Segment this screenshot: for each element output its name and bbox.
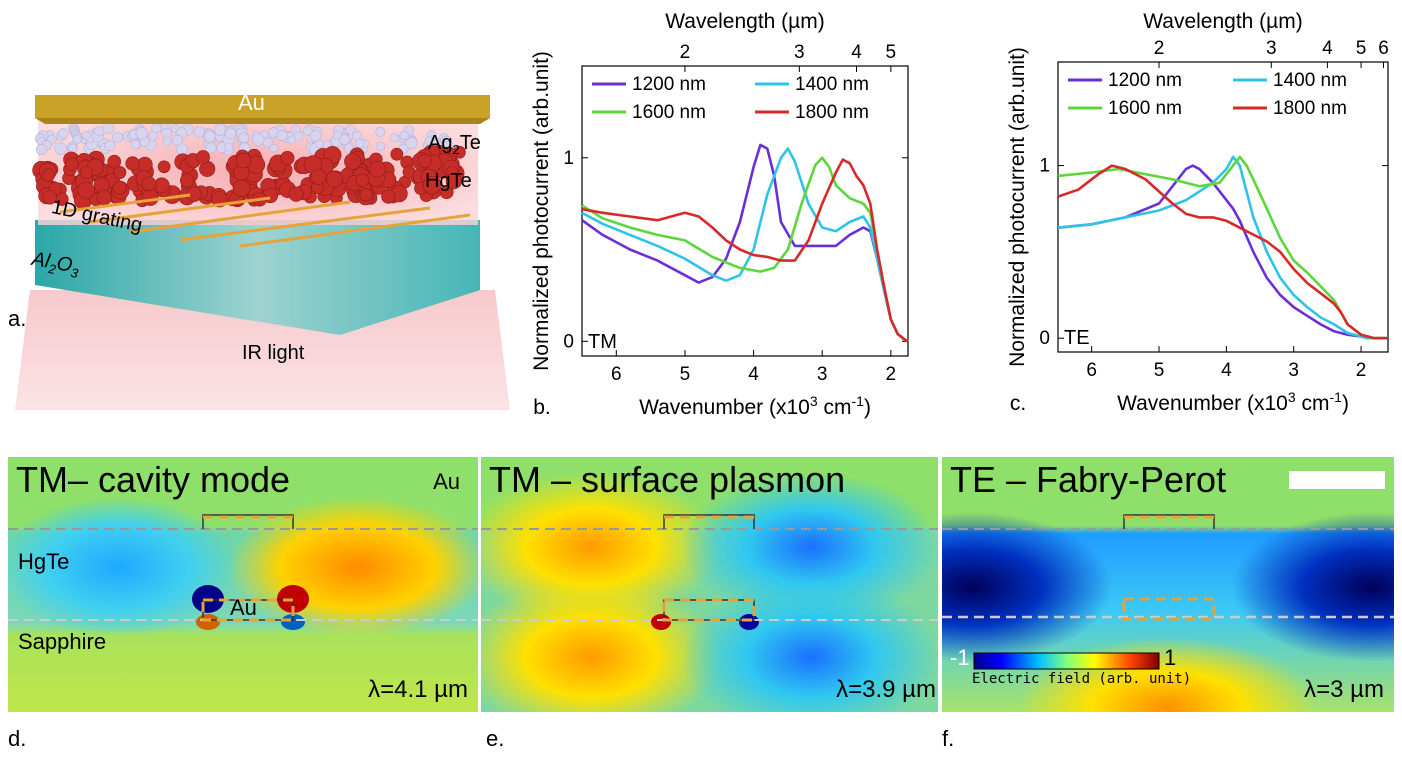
field-map-f-image — [942, 457, 1394, 712]
schematic-drawing — [15, 95, 510, 410]
plot-frame — [1057, 61, 1389, 353]
colorbar-gradient — [973, 652, 1160, 670]
x-tick-label: 6 — [611, 364, 622, 385]
x-axis-label: Wavenumber (x103 cm-1) — [639, 393, 871, 419]
y-tick-label: 0 — [1039, 328, 1050, 349]
series-line-1800-nm — [1057, 164, 1388, 340]
panel-letter-a: a. — [8, 306, 27, 331]
colorbar-max: 1 — [1164, 645, 1177, 670]
top-tick-label: 4 — [851, 42, 862, 63]
field-map-d-hgte: HgTe — [18, 549, 70, 574]
legend-label: 1800 nm — [1273, 98, 1347, 119]
te-text: Te — [459, 132, 481, 154]
field-map-d-wavelength: λ=4.1 µm — [368, 676, 468, 703]
panel-letter-e: e. — [486, 726, 505, 751]
series-line-1400-nm — [1057, 155, 1388, 340]
x-tick-label: 4 — [1221, 360, 1232, 381]
top-axis-label: Wavelength (µm) — [1143, 10, 1303, 33]
series-line-1200-nm — [1057, 164, 1388, 340]
field-map-d-au-top: Au — [433, 469, 460, 494]
top-axis-label: Wavelength (µm) — [665, 10, 825, 33]
legend-label: 1600 nm — [632, 102, 706, 123]
legend-label: 1400 nm — [795, 74, 869, 95]
panel-letter: c. — [1010, 392, 1026, 415]
field-map-e-wavelength: λ=3.9 µm — [836, 676, 936, 703]
x-axis-label: Wavenumber (x103 cm-1) — [1117, 389, 1349, 415]
field-map-d: TM– cavity mode Au HgTe Au Sapphire λ=4.… — [8, 457, 478, 712]
field-map-d-image — [8, 457, 478, 712]
x-tick-label: 4 — [748, 364, 759, 385]
ag-sub: 2 — [452, 142, 460, 157]
legend-label: 1200 nm — [1108, 70, 1182, 91]
x-tick-label: 6 — [1086, 360, 1097, 381]
legend-label: 1600 nm — [1108, 98, 1182, 119]
sapphire-substrate — [35, 220, 480, 335]
mode-label: TM — [588, 331, 617, 353]
panel-letter: b. — [533, 396, 551, 419]
field-map-f-title: TE – Fabry-Perot — [950, 459, 1227, 500]
x-tick-label: 3 — [1288, 360, 1299, 381]
grating-lines — [59, 193, 471, 248]
x-tick-label: 5 — [680, 364, 691, 385]
top-tick-label: 6 — [1378, 38, 1389, 59]
field-map-f-wavelength: λ=3 µm — [1304, 676, 1384, 703]
x-tick-label: 2 — [886, 364, 897, 385]
y-tick-label: 0 — [563, 331, 574, 352]
y-tick-label: 1 — [1039, 156, 1050, 177]
y-tick-label: 1 — [563, 148, 574, 169]
label-au: Au — [238, 90, 265, 115]
top-tick-label: 3 — [1266, 38, 1277, 59]
label-hgte: HgTe — [425, 170, 472, 192]
label-ag2te: Ag2Te — [428, 132, 481, 157]
field-map-e: TM – surface plasmon λ=3.9 µm — [481, 457, 938, 712]
x-tick-label: 2 — [1356, 360, 1367, 381]
series-line-1200-nm — [581, 143, 909, 343]
top-tick-label: 2 — [680, 42, 691, 63]
panel-letter-f: f. — [942, 726, 955, 751]
series-line-1800-nm — [581, 158, 909, 343]
field-map-d-title: TM– cavity mode — [16, 459, 291, 500]
ag2te-particles — [34, 122, 454, 156]
y-axis-label: Normalized photocurrent (arb.unit) — [530, 51, 553, 371]
top-tick-label: 2 — [1154, 38, 1165, 59]
mode-label: TE — [1064, 327, 1090, 349]
colorbar-label: Electric field (arb. unit) — [972, 671, 1192, 687]
au-top-layer — [35, 95, 490, 118]
legend-label: 1200 nm — [632, 74, 706, 95]
field-map-d-au-center: Au — [230, 595, 257, 620]
legend-label: 1800 nm — [795, 102, 869, 123]
plot-frame — [581, 65, 909, 357]
scale-bar — [1289, 471, 1385, 489]
field-map-e-title: TM – surface plasmon — [489, 459, 846, 500]
chart-b-tm: 6 5 4 3 2 2 3 4 5 0 1 1200 nm 1400 nm 1600 nm 1800 nm T… — [530, 10, 909, 419]
top-tick-label: 4 — [1322, 38, 1333, 59]
top-tick-label: 5 — [1356, 38, 1367, 59]
legend-label: 1400 nm — [1273, 70, 1347, 91]
x-tick-label: 3 — [817, 364, 828, 385]
x-tick-label: 5 — [1154, 360, 1165, 381]
top-tick-label: 3 — [794, 42, 805, 63]
field-map-f: TE – Fabry-Perot -1 1 Electric field (ar… — [942, 457, 1394, 712]
panel-letter-d: d. — [8, 726, 27, 751]
field-map-d-sapphire: Sapphire — [18, 629, 107, 654]
y-axis-label: Normalized photocurrent (arb.unit) — [1006, 47, 1029, 367]
top-tick-label: 5 — [886, 42, 897, 63]
hgte-particles — [32, 144, 466, 210]
field-map-e-image — [481, 457, 938, 712]
colorbar-min: -1 — [950, 645, 970, 670]
label-ir-light: IR light — [242, 342, 305, 364]
device-schematic: Au Ag2Te HgTe 1D grating Al2O3 IR light — [10, 80, 510, 420]
ag-text: Ag — [428, 132, 453, 154]
